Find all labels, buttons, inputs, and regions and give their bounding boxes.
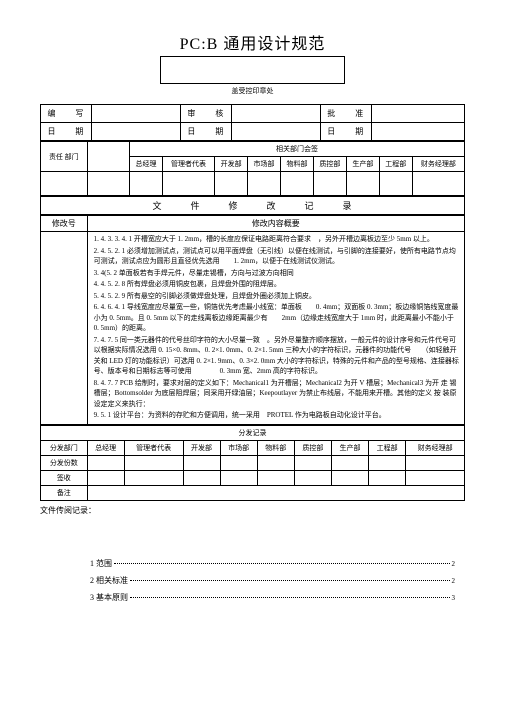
dept-col: 生产部 (346, 157, 379, 172)
dept-table: 责任 部门 相关部门会签 总经理管理者代表开发部市场部物料部质控部生产部工程部财… (40, 141, 465, 196)
toc-num: 3 (90, 593, 94, 602)
summary-label: 修改内容概要 (87, 216, 464, 232)
rev-table: 修改号 修改内容概要 4. 3. 3. 4. 1 开槽宽应大于 1. 2mm，槽… (40, 215, 465, 425)
rev-item: 4. 7. 7 PCB 绘制时，要求对层的定义如下：Mechanical1 为开… (94, 378, 460, 410)
toc-dots (130, 597, 450, 598)
dept-col: 管理者代表 (162, 157, 214, 172)
dist-col: 市场部 (220, 440, 257, 455)
seal-label: 盖受控印章处 (40, 86, 465, 96)
toc-label: 相关标准 (96, 575, 128, 586)
dept-col: 质控部 (313, 157, 346, 172)
rev-num (41, 232, 88, 425)
dist-col: 总经理 (87, 440, 124, 455)
toc-num: 2 (90, 576, 94, 585)
dist-col: 财务经理部 (406, 440, 465, 455)
rev-item: 4. 5. 2. 1 必须增加测试点，测试点可以用平面焊盘（无引线）以便在线测试… (94, 246, 460, 267)
dist-col: 工程部 (369, 440, 406, 455)
dist-table: 分发记录 分发部门总经理管理者代表开发部市场部物料部质控部生产部工程部财务经理部… (40, 425, 465, 501)
toc-page: 3 (452, 594, 456, 602)
toc-label: 基本原则 (96, 592, 128, 603)
rev-item: 4. 6. 4. 1 导线宽度应尽量宽一些，铜箔优先考虑最小线宽：单面板 0. … (94, 302, 460, 334)
dept-col: 总经理 (130, 157, 163, 172)
doc-title: PC:B 通用设计规范 (40, 30, 465, 54)
mod-title-table: 文 件 修 改 记 录 (40, 196, 465, 215)
write-value (91, 105, 180, 123)
toc: 1范围22相关标准23基本原则3 (40, 558, 465, 603)
mod-title: 文 件 修 改 记 录 (41, 197, 465, 215)
toc-dots (114, 563, 450, 564)
toc-page: 2 (452, 560, 456, 568)
date-label-2: 日 期 (180, 123, 231, 141)
toc-dots (130, 580, 450, 581)
approve-value (371, 105, 464, 123)
related-dept-label: 相关部门会签 (130, 142, 465, 157)
dept-col: 物料部 (280, 157, 313, 172)
date-value-3 (371, 123, 464, 141)
date-label-1: 日 期 (41, 123, 92, 141)
dist-col: 物料部 (257, 440, 294, 455)
signature-table: 编 写 审 核 批 准 日 期 日 期 日 期 (40, 104, 465, 141)
copies-label: 分发份数 (41, 455, 88, 470)
toc-row: 1范围 2 (90, 558, 455, 569)
approve-label: 批 准 (320, 105, 371, 123)
review-value (231, 105, 320, 123)
toc-label: 范围 (96, 558, 112, 569)
toc-num: 1 (90, 559, 94, 568)
rev-content: 4. 3. 3. 4. 1 开槽宽应大于 1. 2mm，槽的长度应保证电路距离符… (87, 232, 464, 425)
rev-label: 修改号 (41, 216, 88, 232)
rev-item: 4. 5. 2. 9 所有悬空的引脚必须做焊盘处理，且焊盘外圈必须加上铜皮。 (94, 291, 460, 302)
rev-item: 4(5. 2 单面板若有手焊元件，尽量走锡槽，方向与过波方向相同 (94, 268, 460, 279)
date-label-3: 日 期 (320, 123, 371, 141)
dist-title: 分发记录 (41, 425, 465, 440)
rev-item: 5. 1 设计平台：为资料的存贮和方便调用，统一采用 PROTEL 作为电路板自… (94, 410, 460, 421)
resp-dept-label: 责任 部门 (41, 142, 88, 172)
resp-dept-value (87, 142, 129, 172)
dept-col: 财务经理部 (412, 157, 464, 172)
toc-row: 3基本原则3 (90, 592, 455, 603)
dist-col: 质控部 (294, 440, 331, 455)
dist-col: 生产部 (331, 440, 368, 455)
dist-dept-label: 分发部门 (41, 440, 88, 455)
write-label: 编 写 (41, 105, 92, 123)
receipt-label: 签收 (41, 470, 88, 485)
date-value-1 (91, 123, 180, 141)
dist-col: 管理者代表 (124, 440, 183, 455)
date-value-2 (231, 123, 320, 141)
dept-col: 市场部 (248, 157, 281, 172)
rev-item: 4. 3. 3. 4. 1 开槽宽应大于 1. 2mm，槽的长度应保证电路距离符… (94, 234, 460, 245)
toc-page: 2 (452, 577, 456, 585)
toc-row: 2相关标准2 (90, 575, 455, 586)
file-record-label: 文件传阅记录： (40, 503, 465, 518)
rev-item: 4. 7. 5 同一类元器件的代号丝印字符的大小尽量一致 。另外尽量整齐顺序摆放… (94, 335, 460, 377)
dist-col: 开发部 (183, 440, 220, 455)
remark-label: 备注 (41, 485, 88, 500)
review-label: 审 核 (180, 105, 231, 123)
dept-col: 开发部 (215, 157, 248, 172)
seal-box (160, 56, 345, 84)
rev-item: 4. 5. 2. 8 所有焊盘必须用铜皮包裹，且焊盘外围的阻焊层。 (94, 279, 460, 290)
dept-col: 工程部 (379, 157, 412, 172)
